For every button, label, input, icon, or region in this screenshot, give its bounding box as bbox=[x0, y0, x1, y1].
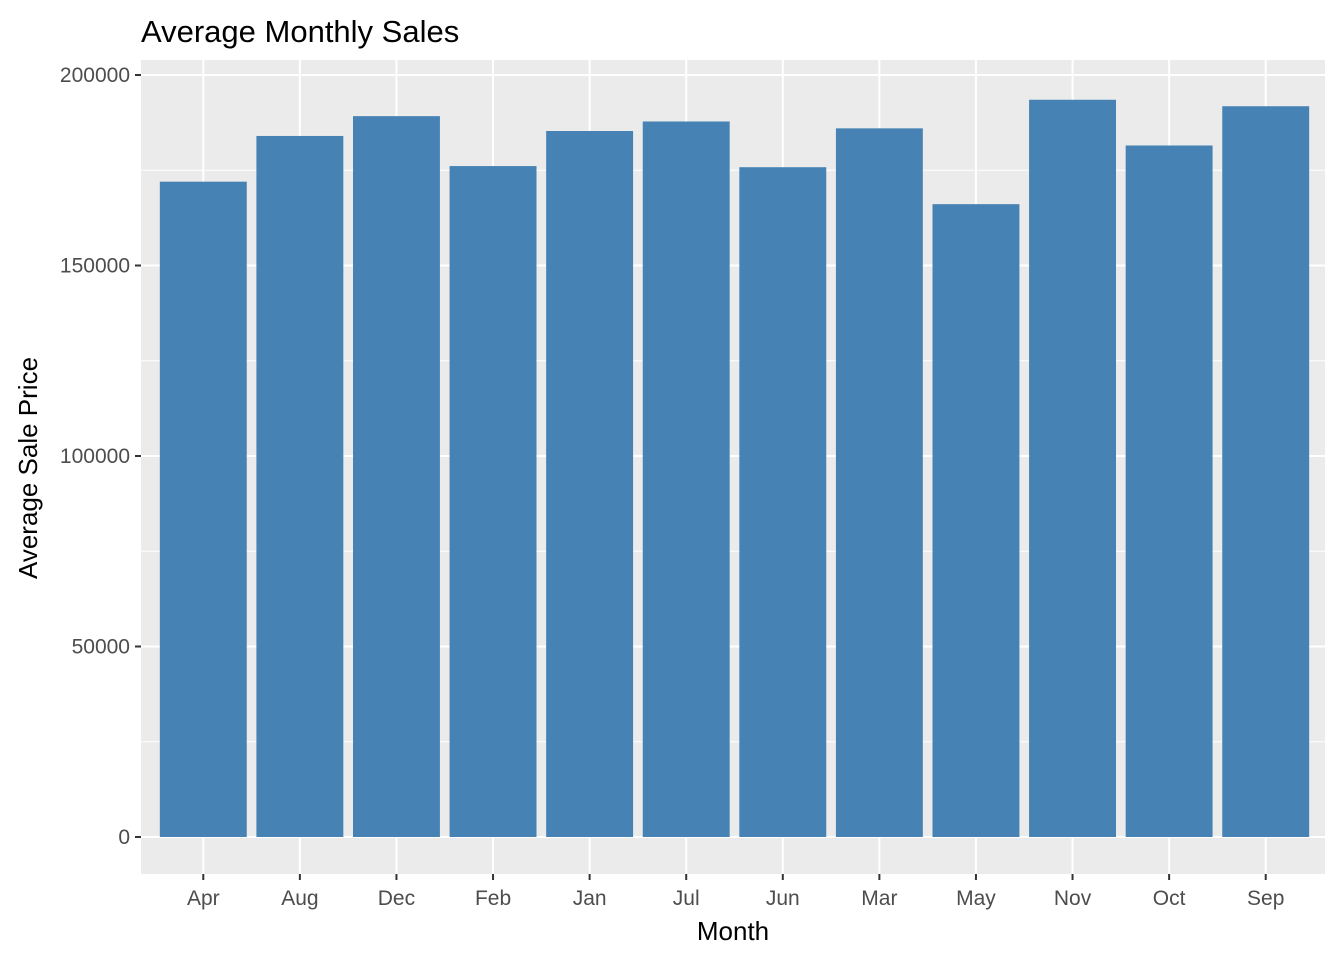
bar-sep bbox=[1222, 106, 1310, 837]
x-tick-label: Apr bbox=[187, 887, 220, 910]
x-tick-label: Feb bbox=[475, 887, 511, 910]
x-tick-label: Dec bbox=[378, 887, 415, 910]
x-tick-label: Nov bbox=[1054, 887, 1092, 910]
bar-dec bbox=[352, 116, 440, 837]
x-tick-label: Mar bbox=[861, 887, 897, 910]
bar-jun bbox=[739, 167, 827, 837]
x-axis: Apr Aug Dec Feb Jan Jul Jun Mar May Nov Oct Sep bbox=[187, 874, 1284, 910]
x-tick-label: Oct bbox=[1153, 887, 1186, 910]
x-axis-title: Month bbox=[697, 916, 769, 946]
bar-oct bbox=[1125, 145, 1213, 838]
y-axis: 0 50000 100000 150000 200000 bbox=[60, 64, 141, 849]
bar-feb bbox=[449, 166, 537, 837]
bar-aug bbox=[256, 135, 344, 837]
y-tick-label: 0 bbox=[118, 826, 130, 849]
x-tick-label: Jul bbox=[673, 887, 700, 910]
y-tick-label: 100000 bbox=[60, 445, 130, 468]
y-tick-label: 50000 bbox=[72, 636, 130, 659]
x-tick-label: Jun bbox=[766, 887, 800, 910]
bar-mar bbox=[835, 128, 923, 838]
x-tick-label: May bbox=[956, 887, 996, 910]
bar-may bbox=[932, 204, 1020, 837]
y-tick-label: 150000 bbox=[60, 255, 130, 278]
bar-apr bbox=[159, 181, 247, 837]
bar-jan bbox=[546, 131, 634, 837]
bars bbox=[159, 99, 1310, 838]
bar-nov bbox=[1029, 99, 1117, 837]
y-tick-label: 200000 bbox=[60, 64, 130, 87]
chart-title: Average Monthly Sales bbox=[141, 14, 459, 49]
y-axis-title: Average Sale Price bbox=[13, 357, 43, 579]
x-tick-label: Aug bbox=[281, 887, 318, 910]
x-tick-label: Jan bbox=[573, 887, 607, 910]
x-tick-label: Sep bbox=[1247, 887, 1284, 910]
bar-jul bbox=[642, 121, 730, 838]
